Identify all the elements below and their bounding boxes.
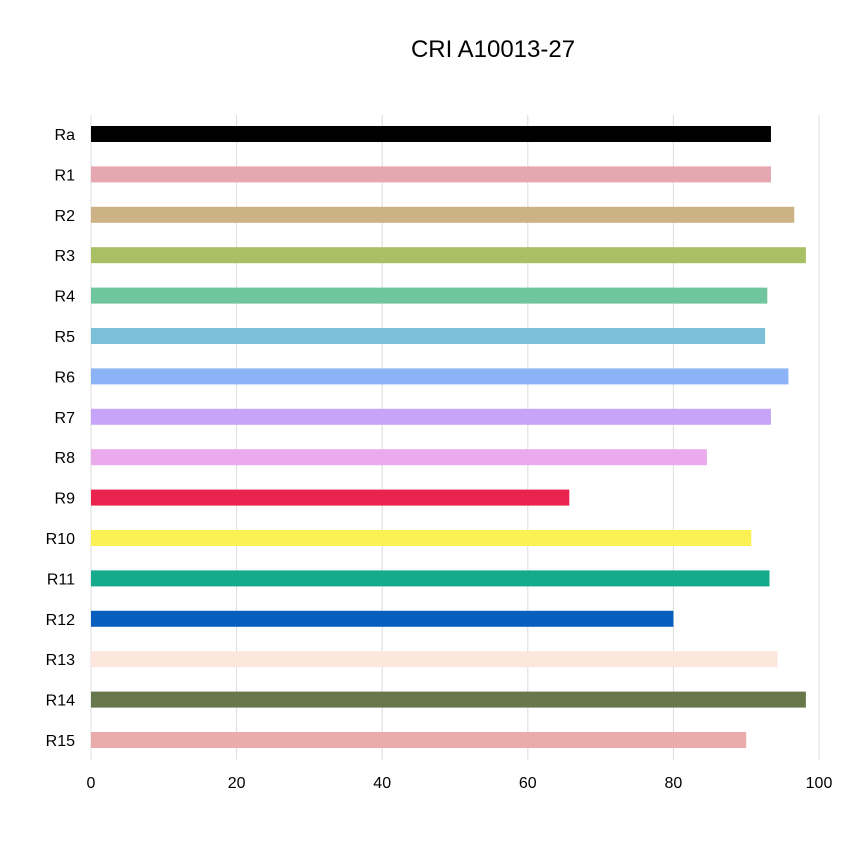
bar-r11: [91, 570, 770, 587]
bars: [91, 126, 806, 748]
x-tick-label: 0: [87, 775, 96, 792]
bar-r4: [91, 287, 768, 304]
bar-ra: [91, 126, 771, 142]
bar-r1: [91, 166, 771, 183]
category-label: R11: [47, 571, 75, 588]
x-tick-label: 60: [519, 775, 537, 792]
bar-r2: [91, 206, 795, 223]
category-label: R14: [46, 693, 75, 710]
bar-r7: [91, 408, 771, 425]
category-label: R9: [55, 491, 76, 508]
bar-r13: [91, 651, 778, 668]
bar-r14: [91, 691, 806, 708]
category-label: R8: [55, 450, 76, 467]
x-tick-label: 100: [806, 775, 833, 792]
category-label: R12: [46, 612, 75, 629]
category-label: R7: [55, 410, 76, 427]
x-tick-label: 80: [665, 775, 683, 792]
bar-r8: [91, 449, 707, 466]
category-labels: Ra R1 R2 R3 R4 R5 R6 R7 R8 R9 R10 R11 R12 R13 R14 R15: [46, 127, 75, 750]
x-tick-label: 40: [373, 775, 391, 792]
x-tick-label: 20: [228, 775, 246, 792]
bar-r9: [91, 489, 570, 506]
category-label: R13: [46, 652, 75, 669]
bar-r3: [91, 247, 806, 264]
category-label: R1: [55, 167, 76, 184]
category-label: Ra: [55, 127, 76, 144]
bar-r15: [91, 732, 747, 748]
category-label: R6: [55, 369, 76, 386]
bar-r10: [91, 530, 752, 546]
bar-r12: [91, 610, 674, 627]
bar-r5: [91, 328, 766, 344]
category-label: R4: [55, 289, 76, 306]
category-label: R2: [55, 208, 76, 225]
category-label: R5: [55, 329, 76, 346]
category-label: R10: [46, 531, 75, 548]
category-label: R3: [55, 248, 76, 265]
category-label: R15: [46, 733, 75, 750]
bar-r6: [91, 368, 789, 385]
x-tick-labels: 0 20 40 60 80 100: [87, 775, 833, 792]
chart-title: CRI A10013-27: [410, 36, 576, 63]
